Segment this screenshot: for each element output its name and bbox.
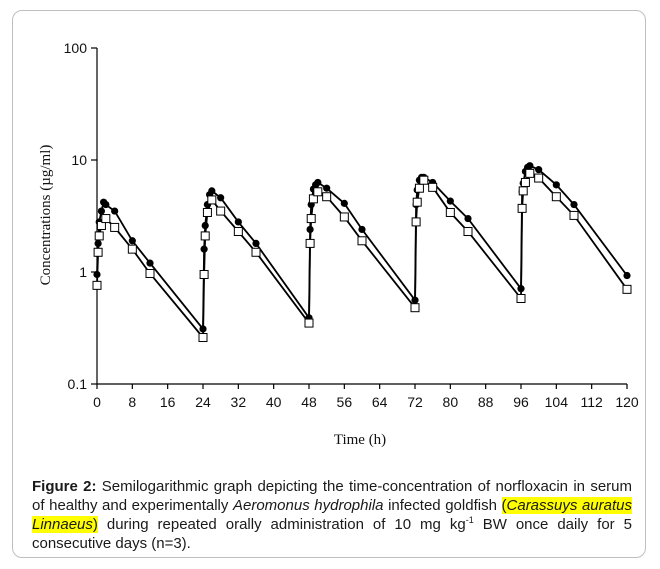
data-point-square — [516, 293, 526, 303]
data-point-square — [110, 222, 120, 232]
data-point-square — [304, 318, 314, 328]
x-tick-label: 112 — [581, 394, 604, 410]
x-tick-label: 80 — [443, 394, 459, 410]
data-point-square — [200, 231, 210, 241]
data-point-circle — [323, 184, 331, 192]
x-tick-label: 56 — [337, 394, 353, 410]
x-tick-label: 0 — [93, 394, 101, 410]
x-tick-label: 32 — [231, 394, 247, 410]
data-point-circle — [358, 225, 366, 234]
caption-text-1: Semilogarithmic graph depicting the time… — [32, 478, 632, 514]
caption-text-4: BW once daily for 5 consecutive days (n=… — [32, 516, 632, 552]
data-point-square — [145, 268, 155, 278]
data-point-square — [198, 333, 208, 343]
data-point-circle — [146, 259, 154, 267]
data-point-circle — [234, 218, 242, 226]
data-point-square — [463, 226, 473, 236]
data-point-square — [233, 226, 243, 236]
x-tick-label: 120 — [615, 394, 639, 410]
data-point-square — [127, 244, 137, 254]
data-point-square — [518, 186, 528, 196]
data-point-square — [410, 303, 420, 313]
series-line — [96, 172, 628, 340]
data-point-square — [445, 207, 455, 217]
data-point-square — [520, 177, 530, 187]
data-point-circle — [217, 194, 225, 202]
caption-highlight-open: ( — [501, 497, 507, 514]
axes: 0.1 1 10 100 0 8 16 24 32 40 48 56 64 72 80 88 96 104 112 1… — [64, 40, 639, 410]
series-layer — [92, 162, 632, 343]
data-point-circle — [340, 199, 348, 207]
caption-species-1: Aeromonus hydrophila — [232, 497, 384, 514]
figure-caption: Figure 2: Semilogarithmic graph depictin… — [32, 477, 632, 553]
data-point-square — [216, 206, 226, 216]
data-point-square — [517, 203, 527, 213]
data-point-square — [569, 210, 579, 220]
x-tick-label: 104 — [545, 394, 569, 410]
x-tick-label: 40 — [266, 394, 282, 410]
data-point-circle — [314, 178, 322, 187]
x-tick-label: 8 — [128, 394, 136, 410]
figure-frame — [12, 10, 646, 558]
data-point-square — [207, 195, 217, 205]
x-tick-label: 48 — [301, 394, 317, 410]
y-tick-label: 1 — [79, 264, 87, 280]
data-point-square — [419, 175, 429, 185]
data-point-circle — [552, 181, 560, 189]
data-point-square — [551, 192, 561, 202]
data-point-square — [306, 214, 316, 224]
y-tick-label: 100 — [64, 40, 88, 56]
data-point-square — [411, 217, 421, 227]
data-point-square — [93, 247, 103, 257]
data-point-square — [92, 280, 102, 290]
data-point-square — [534, 173, 544, 183]
data-point-square — [322, 192, 332, 202]
concentration-chart: 0.1 1 10 100 0 8 16 24 32 40 48 56 64 72 80 88 96 104 112 1… — [38, 40, 639, 448]
data-point-circle — [570, 200, 578, 209]
x-tick-label: 16 — [160, 394, 176, 410]
data-point-circle — [464, 214, 472, 223]
data-point-square — [525, 168, 535, 178]
data-point-circle — [128, 237, 136, 245]
data-point-circle — [252, 239, 260, 248]
data-point-square — [622, 284, 632, 294]
data-point-circle — [535, 166, 543, 174]
data-point-square — [428, 182, 438, 192]
caption-species-2: Carassuys auratus Linnaeus — [32, 497, 632, 533]
data-point-circle — [102, 200, 110, 209]
caption-text-2: infected goldfish — [383, 497, 502, 514]
data-point-circle — [446, 197, 454, 205]
x-tick-label: 64 — [372, 394, 388, 410]
data-point-square — [101, 214, 111, 224]
y-tick-label: 10 — [71, 152, 87, 168]
data-point-square — [94, 231, 104, 241]
data-point-circle — [111, 207, 119, 215]
x-axis-label: Time (h) — [334, 432, 386, 448]
x-tick-label: 96 — [513, 394, 529, 410]
caption-superscript: -1 — [465, 515, 474, 525]
data-point-square — [339, 212, 349, 222]
caption-text-3: during repeated orally administration of… — [97, 516, 466, 533]
data-point-square — [414, 183, 424, 193]
data-point-circle — [208, 187, 216, 195]
y-axis-label: Concentrations (µg/ml) — [38, 145, 54, 286]
data-point-square — [199, 269, 209, 279]
data-point-circle — [97, 207, 106, 215]
data-point-square — [313, 187, 323, 197]
x-tick-label: 88 — [478, 394, 494, 410]
data-point-circle — [526, 162, 534, 170]
data-point-square — [412, 197, 422, 207]
data-point-square — [357, 236, 367, 246]
y-tick-label: 0.1 — [68, 376, 88, 392]
x-tick-label: 72 — [407, 394, 423, 410]
caption-highlight-close: ) — [92, 516, 98, 533]
data-point-circle — [623, 271, 631, 280]
data-point-square — [305, 238, 315, 248]
data-point-square — [202, 207, 212, 217]
series-2 — [92, 168, 632, 343]
series-1 — [93, 162, 631, 333]
x-tick-label: 24 — [195, 394, 211, 410]
data-point-square — [251, 247, 261, 257]
caption-label: Figure 2: — [32, 478, 97, 495]
